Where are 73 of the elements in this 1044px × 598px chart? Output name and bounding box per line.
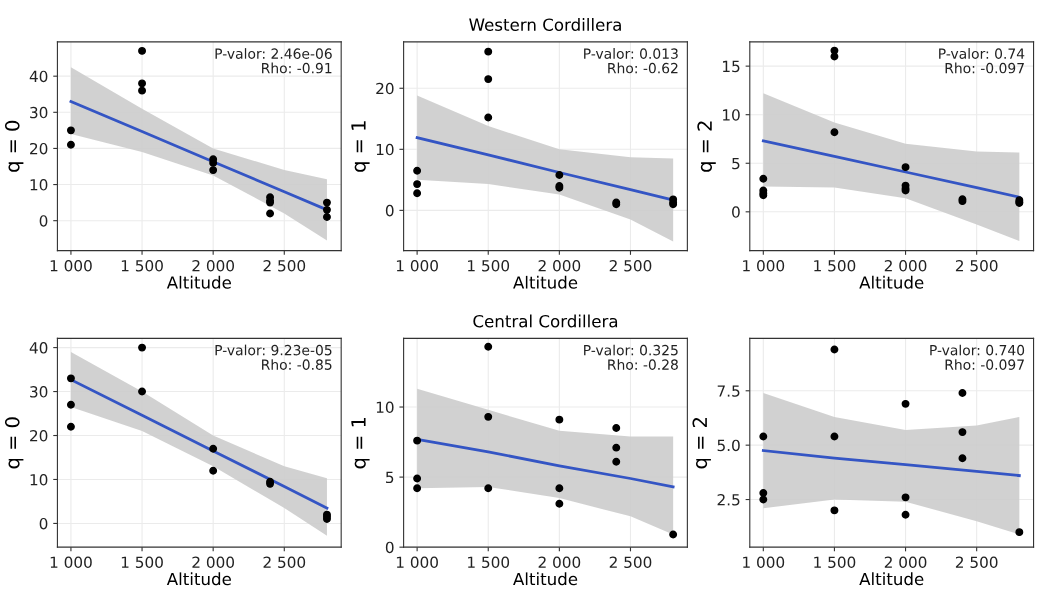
x-tick-label: 1 000 — [743, 556, 785, 569]
x-tick-label: 1 500 — [814, 556, 856, 569]
x-tick-label: 2 500 — [609, 556, 652, 569]
y-tick-label: 40 — [29, 342, 48, 354]
x-tick-label: 1 500 — [468, 556, 510, 569]
y-tick-label: 10 — [30, 473, 48, 486]
annotation: P-valor: 0.325 — [584, 344, 678, 356]
annotation: Rho: -0.28 — [608, 359, 678, 370]
x-tick-label: 2 500 — [609, 259, 652, 272]
y-tick-label: 5 — [386, 471, 394, 484]
y-tick-label: 5.0 — [717, 439, 740, 452]
chart-title: Central Cordillera — [473, 314, 618, 328]
x-tick-label: 1 000 — [396, 556, 438, 569]
x-tick-label: 2 000 — [538, 259, 581, 272]
y-tick-label: 2.5 — [717, 494, 740, 506]
y-tick-label: 20 — [376, 82, 394, 95]
y-tick-label: 30 — [30, 386, 48, 398]
y-tick-label: 10 — [723, 109, 740, 121]
y-axis-title: q = 2 — [697, 121, 716, 172]
x-tick-label: 2 500 — [263, 259, 306, 272]
y-tick-label: 30 — [30, 106, 48, 119]
x-tick-label: 2 000 — [192, 556, 235, 569]
y-tick-label: 20 — [30, 429, 48, 442]
y-axis-title: q = 0 — [4, 417, 24, 469]
annotation: Rho: -0.91 — [262, 62, 332, 74]
annotation: P-valor: 2.46e-06 — [215, 48, 332, 59]
y-tick-label: 0 — [39, 517, 48, 530]
x-tick-label: 2 000 — [884, 259, 927, 272]
x-tick-label: 2 000 — [538, 556, 581, 569]
x-tick-label: 1 500 — [468, 259, 510, 272]
y-axis-title: q = 1 — [351, 417, 370, 469]
y-tick-label: 10 — [376, 401, 394, 414]
x-tick-label: 1 000 — [50, 259, 92, 272]
annotation: Rho: -0.097 — [945, 359, 1024, 370]
x-tick-label: 1 000 — [743, 259, 785, 272]
x-tick-label: 1 500 — [121, 259, 163, 272]
x-tick-label: 2 500 — [955, 259, 998, 272]
x-axis-title: Altitude — [859, 275, 924, 289]
x-tick-label: 1 000 — [50, 556, 92, 569]
annotation: P-valor: 9.23e-05 — [215, 344, 332, 356]
y-tick-label: 15 — [723, 60, 740, 73]
y-tick-label: 10 — [376, 143, 394, 156]
x-axis-title: Altitude — [513, 275, 578, 289]
x-tick-label: 2 500 — [955, 556, 998, 569]
y-axis-title: q = 1 — [351, 121, 370, 172]
x-axis-title: Altitude — [513, 572, 578, 586]
y-tick-label: 7.5 — [717, 385, 740, 397]
annotation: Rho: -0.85 — [262, 359, 332, 370]
x-axis-title: Altitude — [166, 572, 231, 586]
x-axis-title: Altitude — [859, 572, 924, 586]
annotation: P-valor: 0.013 — [584, 48, 678, 59]
y-tick-label: 0 — [385, 204, 394, 217]
y-tick-label: 0 — [385, 541, 394, 554]
y-axis-title: q = 0 — [4, 120, 24, 172]
y-tick-label: 20 — [30, 142, 48, 155]
x-tick-label: 1 000 — [396, 259, 438, 272]
x-tick-label: 1 500 — [814, 259, 856, 272]
y-tick-label: 0 — [732, 206, 740, 218]
x-tick-label: 2 500 — [263, 556, 306, 569]
annotation: Rho: -0.097 — [945, 62, 1024, 74]
x-tick-label: 1 500 — [121, 556, 163, 569]
x-axis-title: Altitude — [166, 275, 231, 289]
y-tick-label: 10 — [30, 179, 48, 191]
y-tick-label: 40 — [29, 70, 48, 83]
annotation: Rho: -0.62 — [608, 62, 678, 74]
y-axis-title: q = 2 — [692, 418, 711, 469]
chart-title: Western Cordillera — [469, 18, 621, 31]
x-tick-label: 2 000 — [884, 556, 927, 569]
x-tick-label: 2 000 — [192, 259, 235, 272]
y-tick-label: 5 — [732, 157, 740, 170]
annotation: P-valor: 0.740 — [930, 344, 1025, 356]
y-tick-label: 0 — [39, 215, 48, 227]
annotation: P-valor: 0.74 — [939, 48, 1025, 59]
